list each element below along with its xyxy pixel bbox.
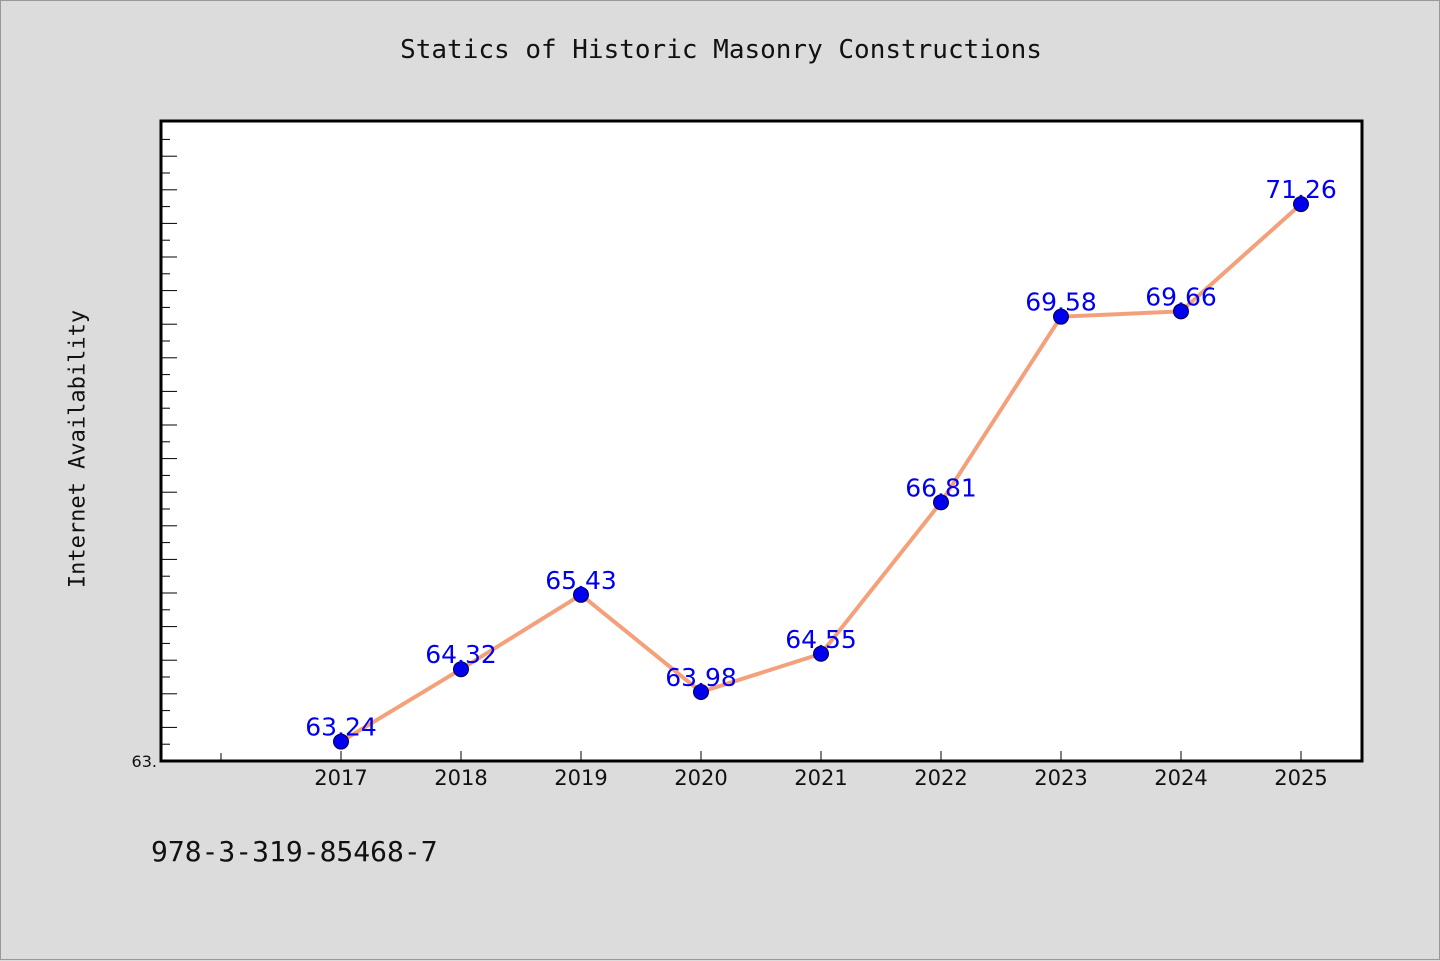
chart-title: Statics of Historic Masonry Construction… [400,35,1042,65]
x-tick-label: 2017 [314,766,367,790]
plot-area [159,119,1364,763]
data-label: 71.26 [1265,175,1337,204]
data-point [1053,308,1069,325]
footnote-isbn: 978-3-319-85468-7 [151,835,438,868]
data-label: 69.58 [1025,288,1097,317]
data-label: 63.24 [305,713,377,742]
data-point [933,494,949,511]
data-label: 63.98 [665,663,737,692]
data-label: 64.55 [785,625,857,654]
data-point [1173,303,1189,320]
data-label: 66.81 [905,473,977,502]
x-tick-label: 2020 [674,766,727,790]
data-label: 65.43 [545,566,617,595]
y-tick-label: 63. [132,752,157,771]
data-label: 64.32 [425,640,497,669]
data-point [453,661,469,678]
x-tick-label: 2018 [434,766,487,790]
data-label: 69.66 [1145,282,1217,311]
x-tick-label: 2025 [1274,766,1327,790]
x-tick-label: 2022 [914,766,967,790]
data-point [333,733,349,750]
data-point [693,683,709,700]
data-point [573,586,589,603]
x-tick-label: 2023 [1034,766,1087,790]
x-tick-label: 2019 [554,766,607,790]
data-point [813,645,829,662]
x-tick-label: 2021 [794,766,847,790]
data-point [1293,196,1309,213]
x-tick-label: 2024 [1154,766,1207,790]
